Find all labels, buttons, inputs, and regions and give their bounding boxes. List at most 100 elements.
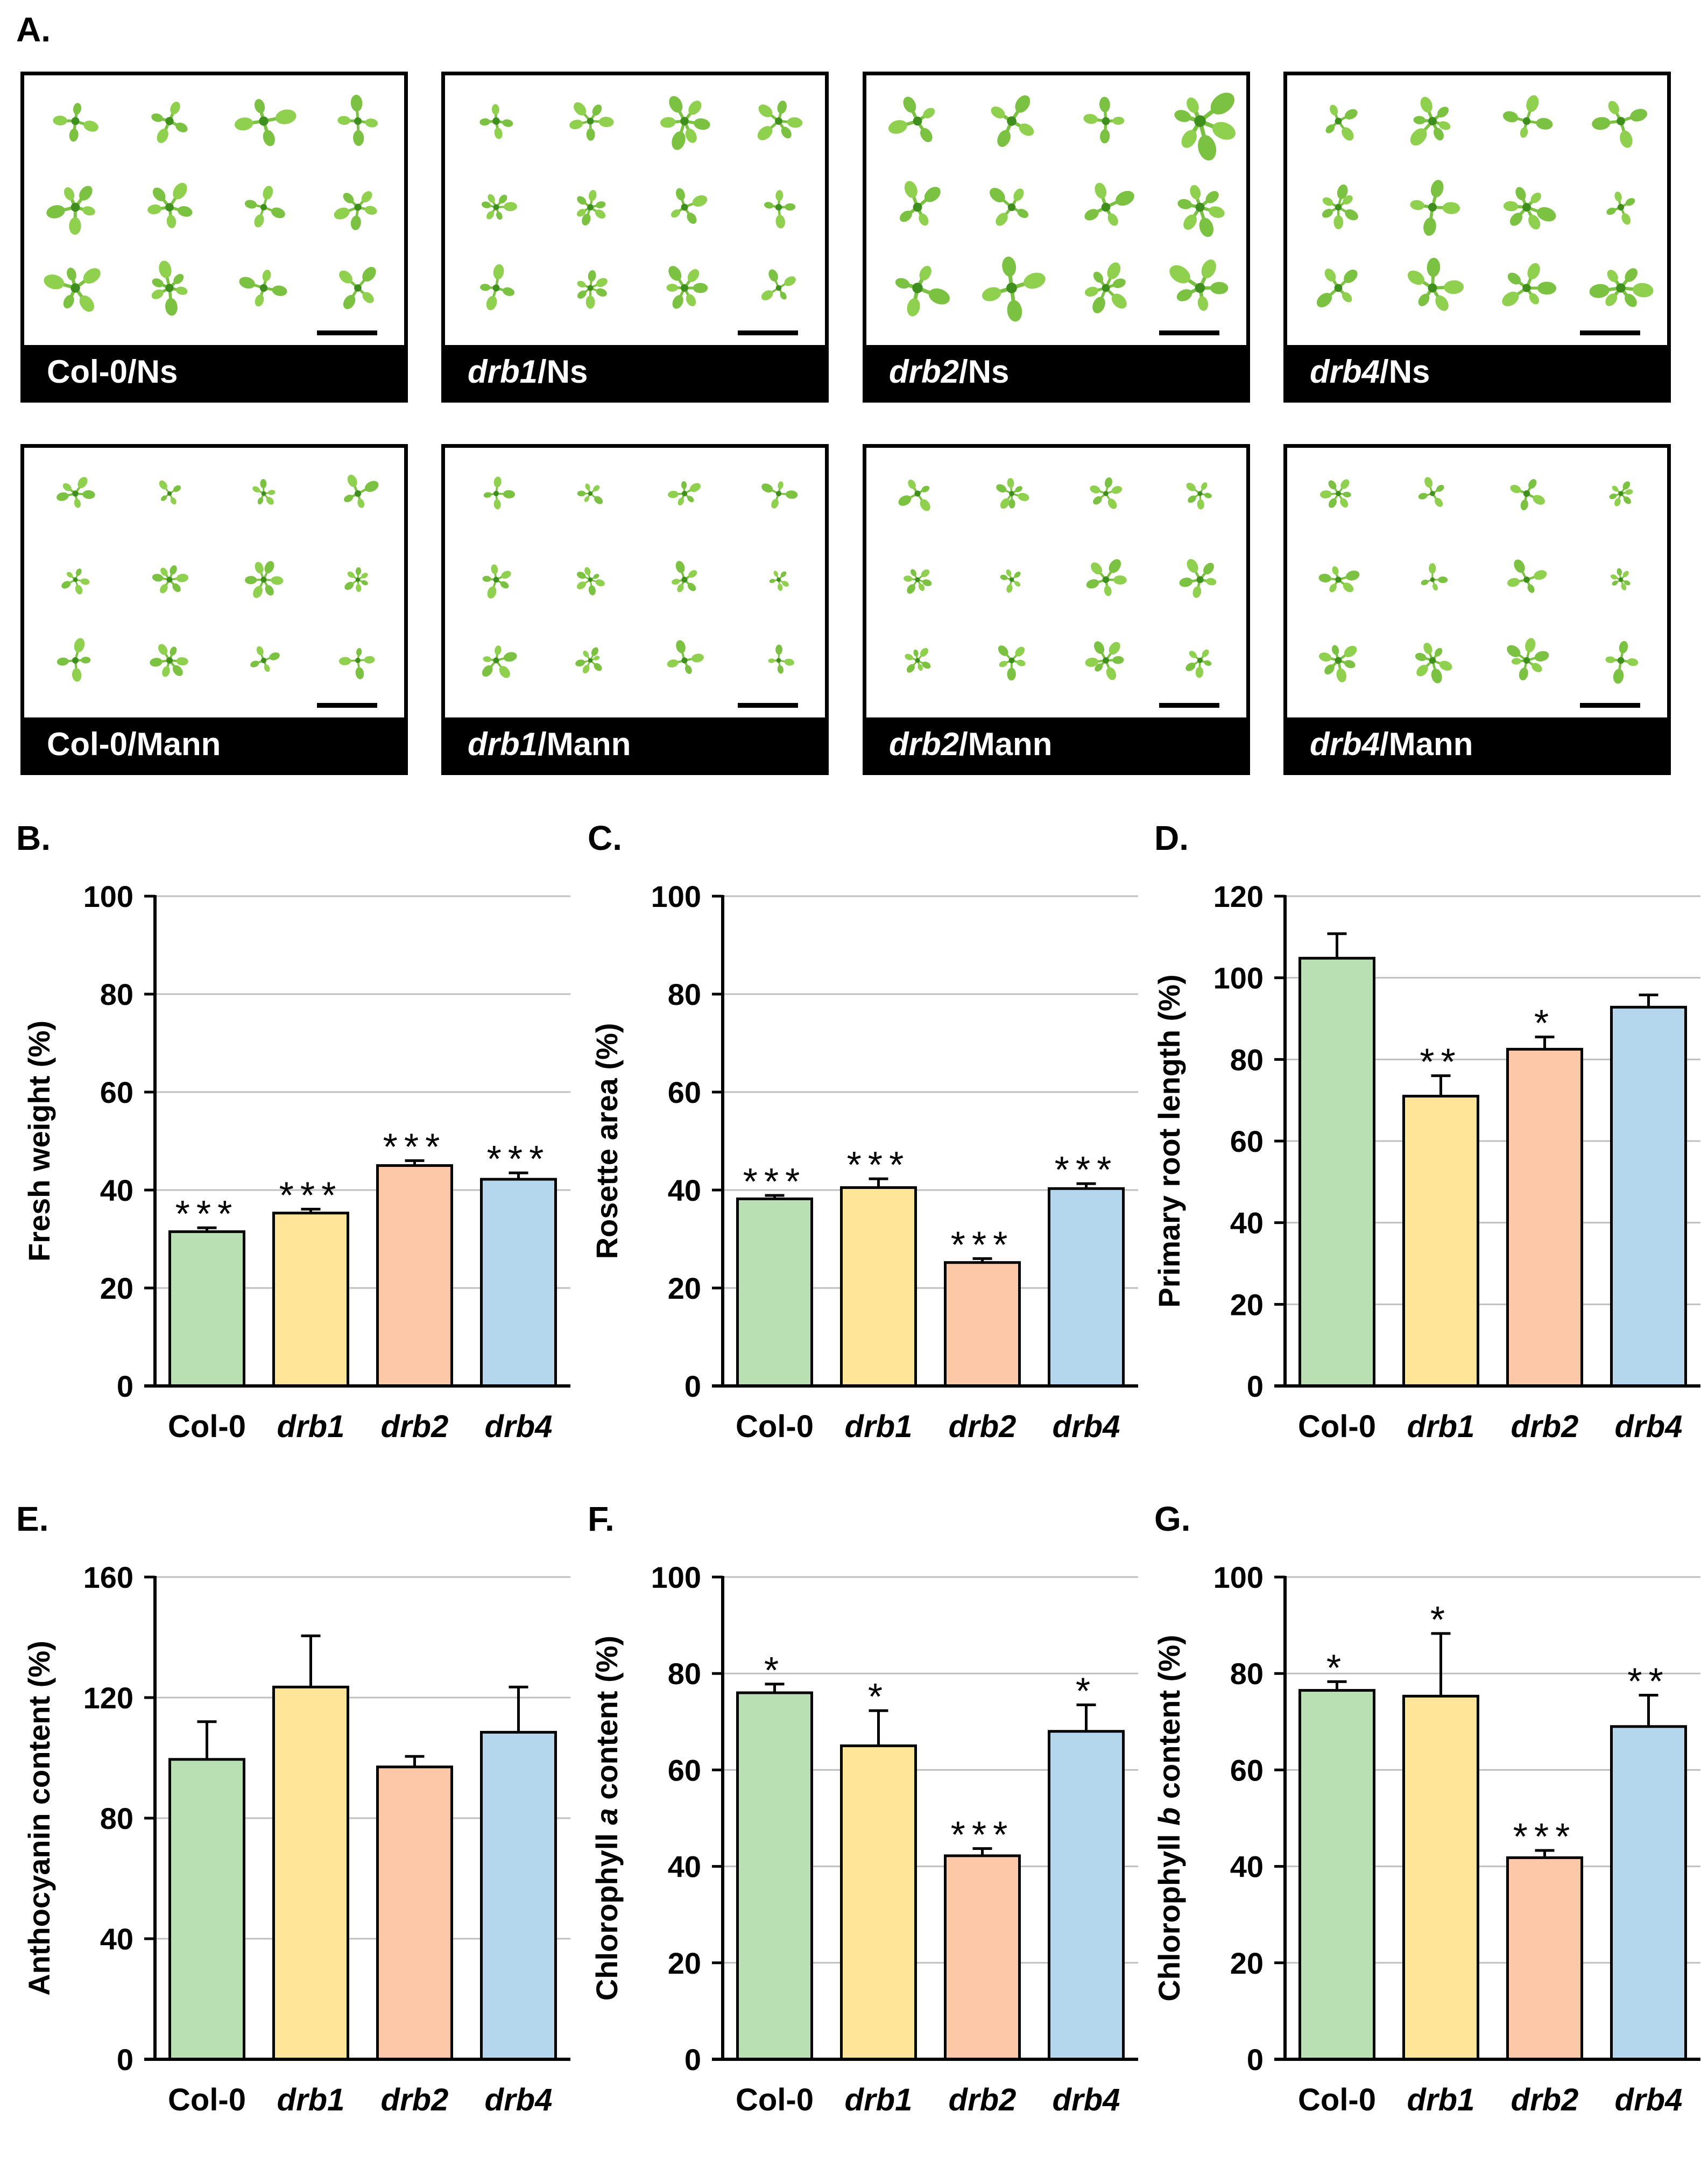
seedling-photo-drb1-ns: drb1/Ns <box>441 72 829 403</box>
bar-col-0 <box>168 1758 245 2061</box>
photo-caption: Col-0/Ns <box>24 345 404 399</box>
seedling <box>339 266 376 309</box>
panel-label-c: C. <box>588 819 622 857</box>
significance-label: *** <box>487 1138 550 1180</box>
scale-bar <box>1159 703 1219 708</box>
scale-bar <box>317 330 377 335</box>
bar-drb1 <box>840 1744 917 2061</box>
seedling <box>151 261 188 316</box>
seedling <box>1610 568 1631 590</box>
bar-drb2 <box>1506 1047 1583 1388</box>
caption-condition: /Ns <box>959 354 1010 390</box>
seedling <box>576 567 605 596</box>
y-tick-label: 0 <box>117 1369 133 1403</box>
x-tick-label: drb4 <box>485 2082 553 2117</box>
significance-label: * <box>1534 1002 1555 1044</box>
x-tick-label: drb1 <box>1407 2082 1475 2117</box>
significance-label: ** <box>1627 1660 1669 1702</box>
x-tick-label: drb1 <box>845 2082 913 2117</box>
y-tick-label: 60 <box>668 1753 701 1787</box>
x-tick-label: drb2 <box>949 1409 1017 1444</box>
seedling <box>1605 640 1639 684</box>
significance-label: ** <box>1420 1041 1462 1083</box>
bar-drb1 <box>272 1685 349 2061</box>
caption-condition: /Mann <box>538 726 631 762</box>
seedling <box>482 564 511 599</box>
seedlings-image <box>44 94 378 316</box>
seedling <box>666 266 708 309</box>
bar-col-0 <box>1298 1689 1375 2061</box>
seedling <box>1000 569 1021 593</box>
y-axis-label-part: content (%) <box>590 1636 624 1808</box>
seedling <box>338 648 375 679</box>
seedling <box>1186 482 1212 510</box>
x-tick-label: drb1 <box>845 1409 913 1444</box>
bar-col-0 <box>1298 956 1375 1388</box>
seedling <box>1502 95 1553 138</box>
seedling <box>1609 481 1633 506</box>
seedling <box>1174 93 1236 161</box>
seedling <box>1606 191 1635 225</box>
significance-label: * <box>764 1649 785 1691</box>
caption-condition: /Mann <box>959 726 1053 762</box>
y-tick-label: 40 <box>668 1173 701 1207</box>
panel-label-f: F. <box>588 1500 615 1538</box>
seedling <box>481 194 517 220</box>
y-tick-label: 40 <box>668 1850 701 1884</box>
bar-drb4 <box>480 1730 557 2061</box>
seedlings-image <box>1318 477 1639 684</box>
seedling <box>982 256 1046 322</box>
seedling <box>152 565 189 594</box>
y-tick-label: 40 <box>100 1173 133 1207</box>
y-tick-label: 20 <box>1230 1287 1264 1321</box>
seedling <box>991 95 1034 147</box>
y-axis-label-part: content (%) <box>1152 1635 1186 1807</box>
seedling <box>1418 477 1444 507</box>
seedling <box>998 645 1026 681</box>
y-tick-label: 100 <box>1213 1560 1264 1594</box>
photo-caption: drb2/Ns <box>866 345 1246 399</box>
y-tick-label: 20 <box>1230 1946 1264 1980</box>
y-tick-label: 0 <box>684 1369 701 1403</box>
seedling <box>234 98 297 146</box>
seedling <box>1185 649 1212 678</box>
seedling <box>57 638 91 682</box>
y-tick-label: 80 <box>1230 1043 1264 1076</box>
seedling <box>334 191 377 230</box>
seedling <box>1592 101 1647 148</box>
scale-bar <box>1580 703 1640 708</box>
caption-genotype: drb1 <box>468 726 538 762</box>
photo-caption: drb1/Ns <box>445 345 825 399</box>
caption-genotype: drb2 <box>889 354 959 390</box>
seedling <box>1084 262 1127 314</box>
seedling <box>757 100 803 140</box>
seedling <box>483 476 516 510</box>
seedling <box>575 647 602 674</box>
seedling <box>904 569 932 594</box>
seedling <box>1318 645 1357 682</box>
seedling <box>239 270 287 307</box>
seedling <box>895 265 950 316</box>
y-tick-label: 20 <box>100 1271 133 1305</box>
y-tick-label: 80 <box>100 1801 133 1835</box>
seedling <box>576 189 606 226</box>
panel-label-e: E. <box>16 1500 49 1538</box>
y-tick-label: 60 <box>668 1075 701 1109</box>
significance-label: * <box>868 1676 889 1718</box>
caption-condition: /Mann <box>1380 726 1473 762</box>
seedling <box>761 481 798 509</box>
seedling <box>577 270 608 309</box>
y-tick-label: 40 <box>1230 1850 1264 1884</box>
y-tick-label: 0 <box>684 2043 701 2077</box>
panel-label-b: B. <box>16 819 51 857</box>
seedlings-image <box>898 477 1217 681</box>
seedling <box>1090 477 1123 509</box>
x-tick-label: Col-0 <box>168 1409 246 1444</box>
x-tick-label: Col-0 <box>1298 2082 1376 2117</box>
seedling <box>1086 559 1127 596</box>
y-axis-label: Chlorophyll a content (%) <box>590 1636 624 2001</box>
seedlings-image <box>57 474 379 682</box>
seedling-photo-drb4-mann: drb4/Mann <box>1283 444 1671 775</box>
caption-genotype: Col-0 <box>47 726 128 762</box>
seedling <box>57 477 95 508</box>
